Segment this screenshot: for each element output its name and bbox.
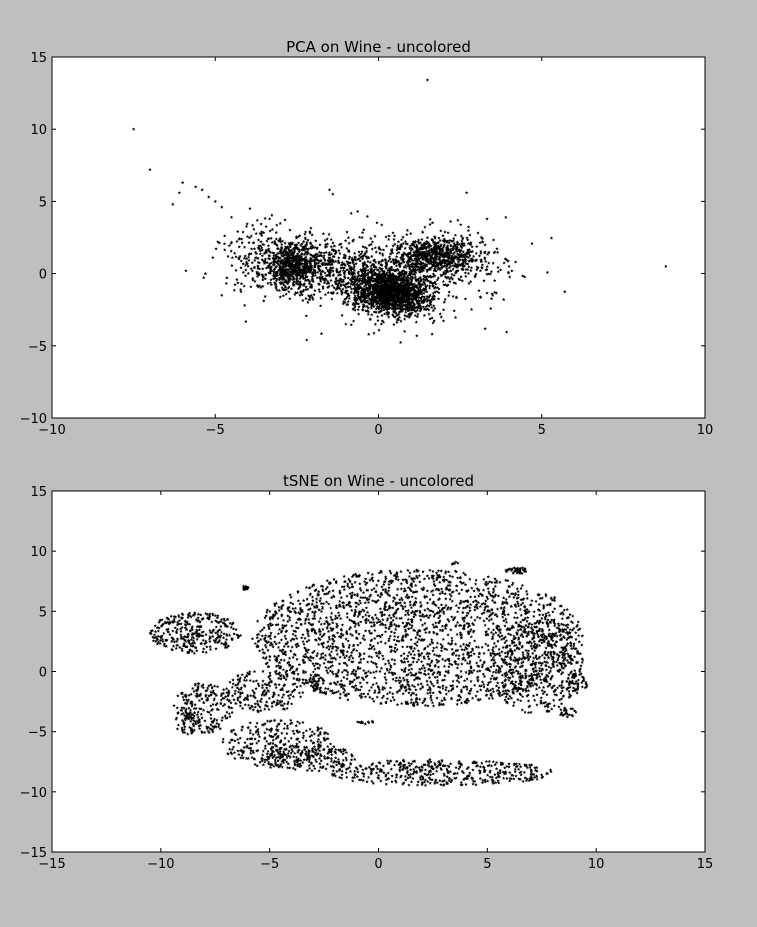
pca-chart: −10 −5 0 5 10 −10 −5 0 5 10 15 PCA on Wine - uncol… bbox=[20, 38, 714, 438]
tsne-x-tick-label: 5 bbox=[483, 857, 491, 872]
tsne-chart: −15 −10 −5 0 5 10 15 −15 −10 −5 0 5 10 15 tSNE on Win… bbox=[20, 472, 714, 872]
pca-x-tick-label: −5 bbox=[206, 423, 225, 438]
tsne-scatter-points bbox=[148, 560, 589, 787]
pca-x-tick-label: 10 bbox=[697, 423, 714, 438]
tsne-y-tick-label: −15 bbox=[20, 846, 47, 861]
tsne-x-tick-label: −15 bbox=[38, 857, 65, 872]
pca-y-tick-label: 15 bbox=[30, 51, 47, 66]
pca-y-tick-label: −5 bbox=[28, 340, 47, 355]
tsne-points bbox=[148, 560, 589, 787]
pca-y-tick-label: 5 bbox=[39, 195, 47, 210]
tsne-x-tick-label: 10 bbox=[588, 857, 605, 872]
pca-x-tick-label: 0 bbox=[374, 423, 382, 438]
pca-ticks: −10 −5 0 5 10 −10 −5 0 5 10 15 bbox=[20, 51, 714, 438]
tsne-y-tick-label: −10 bbox=[20, 786, 47, 801]
pca-y-tick-label: −10 bbox=[20, 412, 47, 427]
tsne-y-tick-label: 15 bbox=[30, 485, 47, 500]
pca-x-tick-label: −10 bbox=[38, 423, 65, 438]
tsne-chart-title: tSNE on Wine - uncolored bbox=[283, 472, 474, 490]
tsne-x-tick-label: 0 bbox=[374, 857, 382, 872]
tsne-y-tick-label: 10 bbox=[30, 545, 47, 560]
tsne-x-tick-label: −5 bbox=[260, 857, 279, 872]
tsne-axes-background bbox=[52, 491, 705, 852]
pca-chart-title: PCA on Wine - uncolored bbox=[286, 38, 471, 56]
tsne-x-tick-label: −10 bbox=[147, 857, 174, 872]
pca-axes-background bbox=[52, 57, 705, 418]
tsne-ticks: −15 −10 −5 0 5 10 15 −15 −10 −5 0 5 10 15 bbox=[20, 485, 714, 872]
pca-y-tick-label: 0 bbox=[39, 268, 47, 283]
pca-scatter-points bbox=[131, 78, 668, 344]
tsne-y-tick-label: −5 bbox=[28, 726, 47, 741]
pca-y-tick-label: 10 bbox=[30, 123, 47, 138]
tsne-x-tick-label: 15 bbox=[697, 857, 714, 872]
pca-x-tick-label: 5 bbox=[538, 423, 546, 438]
tsne-y-tick-label: 5 bbox=[39, 605, 47, 620]
pca-points bbox=[131, 78, 668, 344]
tsne-y-tick-label: 0 bbox=[39, 666, 47, 681]
